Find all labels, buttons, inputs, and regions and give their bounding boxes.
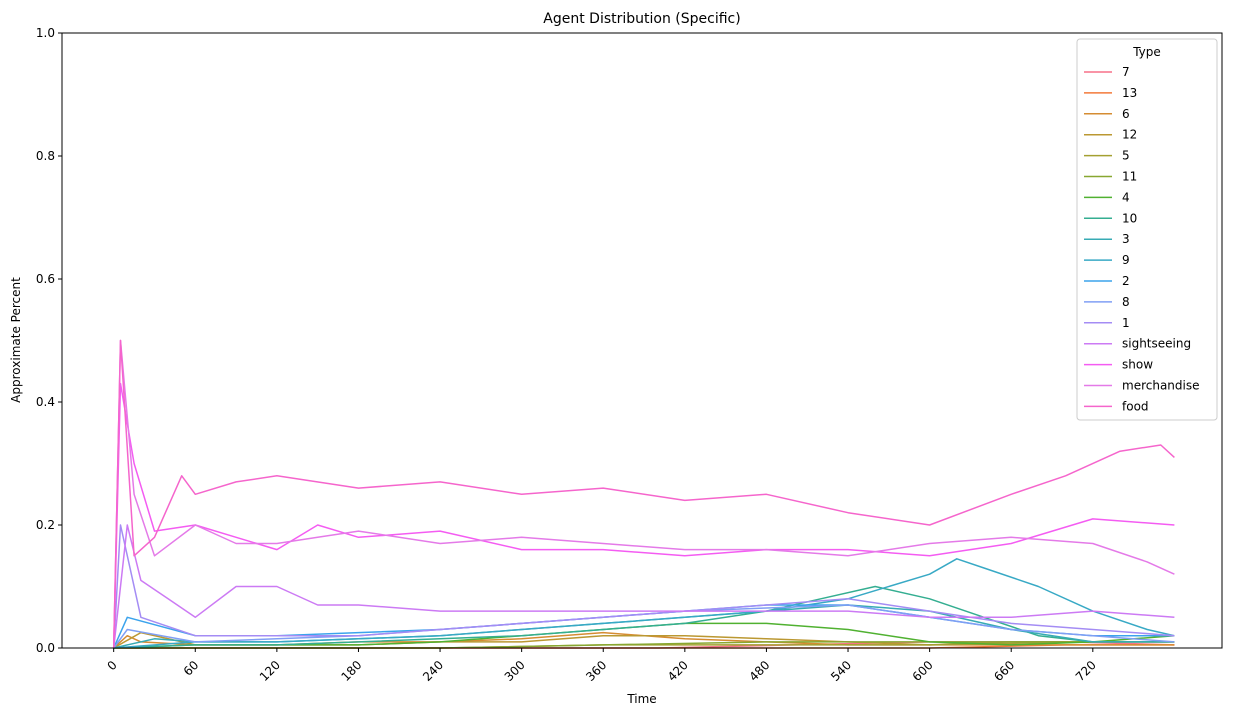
y-tick-label: 0.4 bbox=[36, 395, 55, 409]
x-tick-label: 240 bbox=[420, 658, 446, 684]
x-axis: 0 60 120 180 240 300 360 420 480 540 600 660 720 bbox=[104, 648, 1099, 684]
chart-title: Agent Distribution (Specific) bbox=[543, 11, 740, 27]
legend-label: 11 bbox=[1122, 170, 1137, 184]
legend-label: 5 bbox=[1122, 149, 1130, 163]
legend: Type 7 13 6 12 5 11 4 10 3 9 2 8 1 sightseeing show mer… bbox=[1076, 38, 1218, 421]
y-tick-label: 0.8 bbox=[36, 149, 55, 163]
legend-label: food bbox=[1122, 399, 1149, 413]
x-tick-label: 60 bbox=[181, 658, 202, 679]
y-tick-label: 1.0 bbox=[36, 26, 55, 40]
legend-label: 13 bbox=[1122, 86, 1137, 100]
legend-label: 8 bbox=[1122, 295, 1130, 309]
x-tick-label: 300 bbox=[502, 658, 528, 684]
legend-label: 6 bbox=[1122, 107, 1130, 121]
series-line-9 bbox=[113, 558, 1175, 649]
x-tick-label: 180 bbox=[338, 658, 364, 684]
legend-label: 4 bbox=[1122, 190, 1130, 204]
legend-label: 7 bbox=[1122, 65, 1130, 79]
x-tick-label: 360 bbox=[583, 658, 609, 684]
legend-label: 3 bbox=[1122, 232, 1130, 246]
legend-label: sightseeing bbox=[1122, 337, 1191, 351]
legend-label: 12 bbox=[1122, 128, 1137, 142]
legend-label: merchandise bbox=[1122, 379, 1200, 393]
plot-frame bbox=[61, 32, 1223, 649]
legend-label: 10 bbox=[1122, 211, 1137, 225]
series-line-show bbox=[112, 382, 1175, 649]
x-tick-label: 420 bbox=[665, 658, 691, 684]
x-tick-label: 720 bbox=[1073, 658, 1099, 684]
y-tick-label: 0.0 bbox=[36, 641, 55, 655]
x-tick-label: 600 bbox=[910, 658, 936, 684]
y-tick-label: 0.2 bbox=[36, 518, 55, 532]
legend-label: 9 bbox=[1122, 253, 1130, 267]
legend-label: 1 bbox=[1122, 316, 1130, 330]
legend-title: Type bbox=[1132, 45, 1161, 59]
y-axis: 0.0 0.2 0.4 0.6 0.8 1.0 bbox=[36, 26, 62, 655]
x-tick-label: 120 bbox=[257, 658, 283, 684]
series-line-sightseeing bbox=[112, 524, 1175, 649]
legend-label: show bbox=[1122, 358, 1153, 372]
plot-area bbox=[112, 339, 1175, 649]
x-tick-label: 540 bbox=[828, 658, 854, 684]
legend-label: 2 bbox=[1122, 274, 1130, 288]
series-line-merchandise bbox=[112, 339, 1175, 649]
x-tick-label: 480 bbox=[746, 658, 772, 684]
series-line-10 bbox=[113, 585, 1175, 649]
x-tick-label: 660 bbox=[991, 658, 1017, 684]
y-axis-label: Approximate Percent bbox=[9, 277, 23, 403]
x-axis-label: Time bbox=[626, 692, 656, 706]
series-line-food bbox=[112, 339, 1175, 649]
x-tick-label: 0 bbox=[104, 658, 119, 673]
y-tick-label: 0.6 bbox=[36, 272, 55, 286]
